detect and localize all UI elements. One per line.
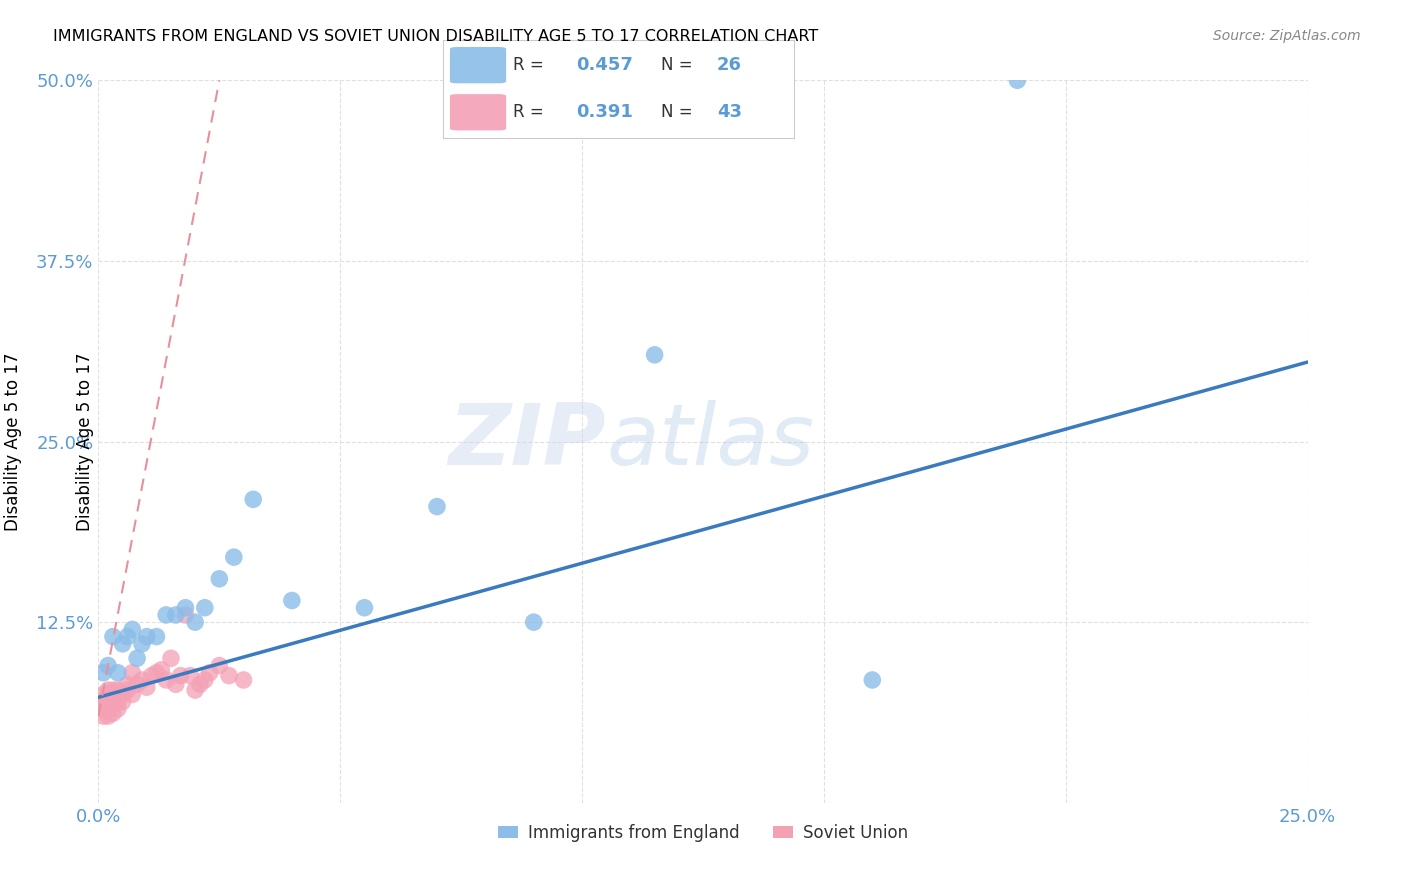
Point <box>1007 73 1029 87</box>
Point <box>127 651 149 665</box>
Point <box>97 687 120 701</box>
Point <box>107 683 129 698</box>
Text: 43: 43 <box>717 103 742 120</box>
Point <box>111 637 134 651</box>
Point <box>198 665 221 680</box>
Point <box>121 665 143 680</box>
Point <box>101 691 124 706</box>
Point <box>101 698 124 712</box>
Point <box>97 658 120 673</box>
Point <box>860 673 883 687</box>
Point <box>208 658 231 673</box>
Point <box>179 668 201 682</box>
Text: R =: R = <box>513 103 544 120</box>
Point <box>426 500 449 514</box>
Y-axis label: Disability Age 5 to 17: Disability Age 5 to 17 <box>76 352 94 531</box>
Point <box>117 677 139 691</box>
Text: 0.391: 0.391 <box>576 103 633 120</box>
FancyBboxPatch shape <box>450 47 506 83</box>
Point <box>91 687 114 701</box>
Text: N =: N = <box>661 56 692 74</box>
Point <box>101 683 124 698</box>
Point <box>222 550 245 565</box>
Point <box>165 677 187 691</box>
Point <box>97 702 120 716</box>
Point <box>97 709 120 723</box>
Point <box>644 348 666 362</box>
Point <box>160 651 183 665</box>
Point <box>91 695 114 709</box>
Legend: Immigrants from England, Soviet Union: Immigrants from England, Soviet Union <box>491 817 915 848</box>
Point <box>135 680 157 694</box>
Point <box>145 665 167 680</box>
Point <box>121 687 143 701</box>
Point <box>208 572 231 586</box>
Point <box>97 695 120 709</box>
Text: 0.457: 0.457 <box>576 56 633 74</box>
Point <box>111 695 134 709</box>
Text: Source: ZipAtlas.com: Source: ZipAtlas.com <box>1213 29 1361 44</box>
Point <box>155 607 177 622</box>
Point <box>165 607 187 622</box>
Point <box>174 607 197 622</box>
Point <box>184 683 207 698</box>
Point <box>101 706 124 721</box>
Point <box>117 683 139 698</box>
Point <box>174 600 197 615</box>
Point <box>150 663 173 677</box>
Point <box>188 677 211 691</box>
Point <box>523 615 546 630</box>
Point <box>90 698 112 712</box>
Point <box>353 600 375 615</box>
Point <box>121 623 143 637</box>
Point <box>101 686 124 700</box>
Point <box>194 600 217 615</box>
Point <box>131 673 153 687</box>
Point <box>184 615 207 630</box>
FancyBboxPatch shape <box>450 95 506 130</box>
Point <box>91 665 114 680</box>
Text: 26: 26 <box>717 56 742 74</box>
Point <box>91 702 114 716</box>
Point <box>127 677 149 691</box>
Text: IMMIGRANTS FROM ENGLAND VS SOVIET UNION DISABILITY AGE 5 TO 17 CORRELATION CHART: IMMIGRANTS FROM ENGLAND VS SOVIET UNION … <box>53 29 818 45</box>
Point <box>145 630 167 644</box>
Point <box>101 630 124 644</box>
Point <box>218 668 240 682</box>
Point <box>281 593 304 607</box>
Text: atlas: atlas <box>606 400 814 483</box>
Point <box>107 702 129 716</box>
Point <box>169 668 191 682</box>
Point <box>242 492 264 507</box>
Text: ZIP: ZIP <box>449 400 606 483</box>
Point <box>107 695 129 709</box>
Point <box>131 637 153 651</box>
Point <box>97 683 120 698</box>
Point <box>155 673 177 687</box>
Y-axis label: Disability Age 5 to 17: Disability Age 5 to 17 <box>4 352 22 531</box>
Point <box>194 673 217 687</box>
Text: R =: R = <box>513 56 544 74</box>
Point <box>107 665 129 680</box>
Point <box>111 687 134 701</box>
Point <box>135 630 157 644</box>
Text: N =: N = <box>661 103 692 120</box>
Point <box>91 709 114 723</box>
Point <box>117 630 139 644</box>
Point <box>232 673 254 687</box>
Point <box>141 668 163 682</box>
